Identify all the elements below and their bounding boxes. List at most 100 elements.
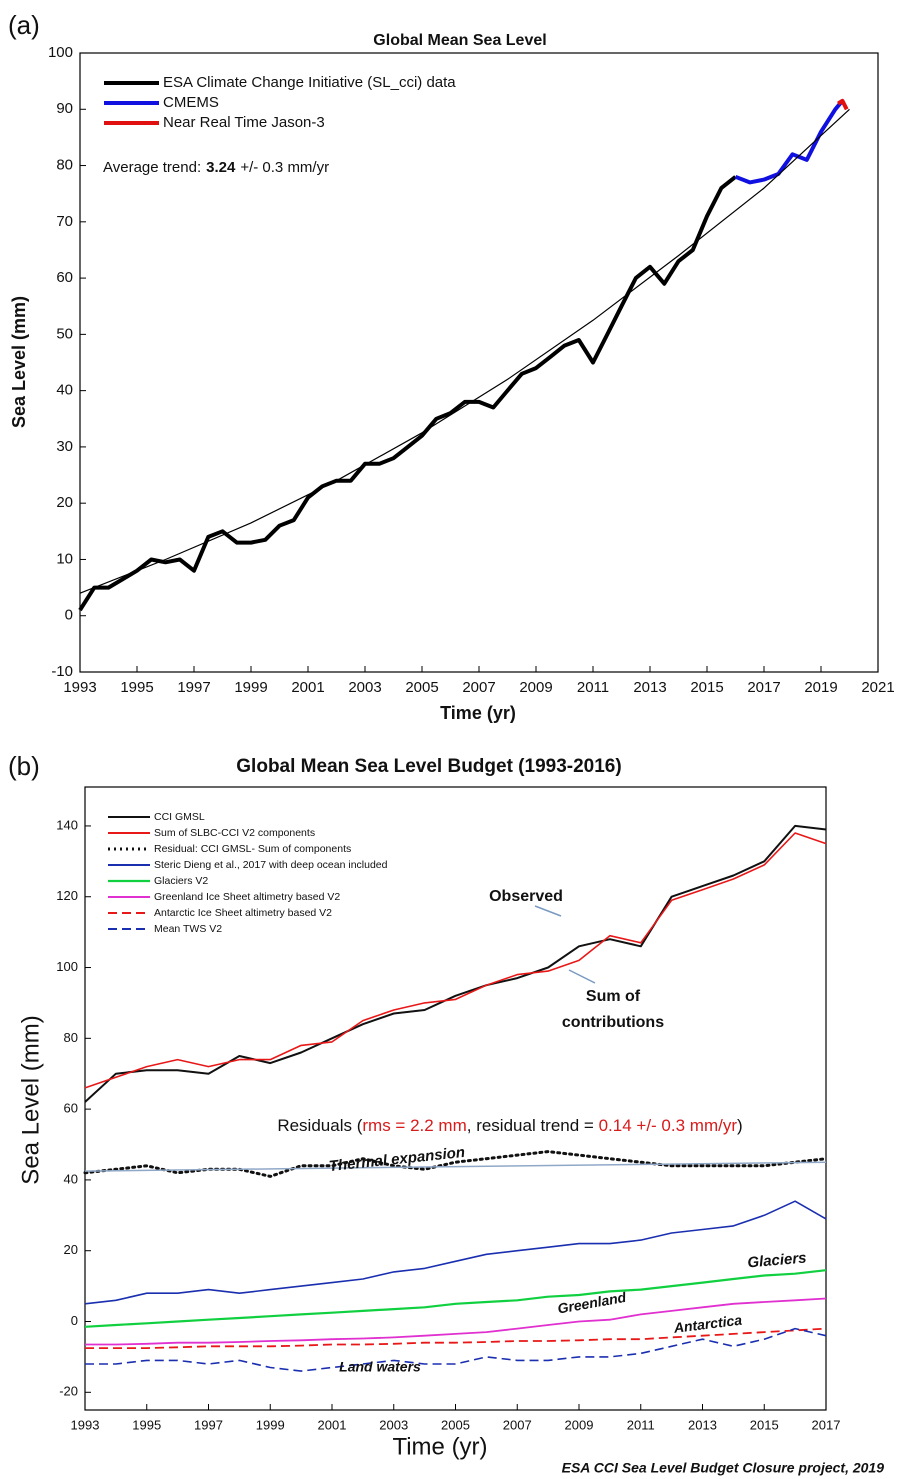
legend-label: Sum of SLBC-CCI V2 components xyxy=(154,827,315,839)
x-tick-label: 2015 xyxy=(750,1417,779,1432)
x-tick-label: 1997 xyxy=(177,679,210,696)
y-tick-label: 40 xyxy=(64,1171,78,1186)
legend-label: Glaciers V2 xyxy=(154,875,208,887)
source: ESA CCI Sea Level Budget Closure project… xyxy=(562,1460,885,1476)
x-tick-label: 2001 xyxy=(318,1417,347,1432)
x-tick-label: 2015 xyxy=(690,679,723,696)
y-tick-label: 0 xyxy=(65,607,73,624)
residuals-text: 0.14 +/- 0.3 mm/yr xyxy=(599,1116,738,1135)
panel-label: (a) xyxy=(8,10,40,40)
y-tick-label: 80 xyxy=(64,1030,78,1045)
x-tick-label: 2021 xyxy=(861,679,894,696)
legend-label: Residual: CCI GMSL- Sum of components xyxy=(154,843,351,855)
y-tick-label: -20 xyxy=(59,1384,78,1399)
residuals-annotation: Residuals (rms = 2.2 mm, residual trend … xyxy=(277,1116,742,1135)
annotation: Glaciers xyxy=(747,1249,807,1271)
trend-text: Average trend: xyxy=(103,159,201,176)
residuals-text: ) xyxy=(737,1116,743,1135)
x-tick-label: 2013 xyxy=(633,679,666,696)
y-tick-label: 20 xyxy=(64,1242,78,1257)
y-tick-label: 100 xyxy=(56,959,78,974)
x-tick-label: 2011 xyxy=(577,679,609,696)
annotation: Observed xyxy=(489,888,563,905)
legend-label: Greenland Ice Sheet altimetry based V2 xyxy=(154,891,340,903)
series-line xyxy=(84,1200,827,1305)
x-tick-label: 2005 xyxy=(441,1417,470,1432)
legend-label: Mean TWS V2 xyxy=(154,923,222,935)
y-axis-label: Sea Level (mm) xyxy=(17,1015,44,1184)
y-tick-label: 30 xyxy=(56,438,73,455)
residuals-text: , residual trend = xyxy=(467,1116,599,1135)
x-tick-label: 1999 xyxy=(256,1417,285,1432)
residuals-text: Residuals ( xyxy=(277,1116,362,1135)
x-tick-label: 2017 xyxy=(747,679,780,696)
panel-label: (b) xyxy=(8,751,40,781)
y-tick-label: 60 xyxy=(64,1101,78,1116)
y-tick-label: 120 xyxy=(56,888,78,903)
x-tick-label: 2003 xyxy=(379,1417,408,1432)
x-tick-label: 2003 xyxy=(348,679,381,696)
chart-title: Global Mean Sea Level xyxy=(373,32,546,49)
series-line xyxy=(84,1161,827,1172)
y-tick-label: 70 xyxy=(56,213,73,230)
y-tick-label: -10 xyxy=(51,663,73,680)
series-line xyxy=(84,824,827,1103)
y-tick-label: 90 xyxy=(56,100,73,117)
x-tick-label: 2007 xyxy=(503,1417,532,1432)
legend-label: ESA Climate Change Initiative (SL_cci) d… xyxy=(163,74,456,91)
x-tick-label: 1993 xyxy=(63,679,96,696)
x-tick-label: 1995 xyxy=(132,1417,161,1432)
x-tick-label: 1997 xyxy=(194,1417,223,1432)
legend-label: Near Real Time Jason-3 xyxy=(163,114,325,131)
y-tick-label: 100 xyxy=(48,44,73,61)
x-tick-label: 2001 xyxy=(291,679,324,696)
y-tick-label: 0 xyxy=(71,1313,78,1328)
plot-area xyxy=(79,52,879,673)
x-tick-label: 2009 xyxy=(565,1417,594,1432)
y-tick-label: 140 xyxy=(56,817,78,832)
y-tick-label: 10 xyxy=(56,550,73,567)
series-line xyxy=(85,1327,827,1372)
y-tick-label: 50 xyxy=(56,325,73,342)
y-tick-label: 20 xyxy=(56,494,73,511)
series-line xyxy=(85,1327,827,1349)
series-line xyxy=(78,175,737,612)
x-tick-label: 2019 xyxy=(804,679,837,696)
residuals-text: rms = 2.2 mm xyxy=(362,1116,466,1135)
annotation: Sum of xyxy=(586,988,641,1005)
legend-label: Antarctic Ice Sheet altimetry based V2 xyxy=(154,907,332,919)
legend-label: Steric Dieng et al., 2017 with deep ocea… xyxy=(154,859,388,871)
y-tick-label: 80 xyxy=(56,157,73,174)
legend-label: CCI GMSL xyxy=(154,811,205,823)
x-tick-label: 2013 xyxy=(688,1417,717,1432)
annotation: contributions xyxy=(562,1014,664,1031)
arrow xyxy=(534,905,562,917)
series-line xyxy=(734,99,844,185)
x-tick-label: 2011 xyxy=(627,1417,655,1432)
series-line xyxy=(79,108,850,594)
annotation: Land waters xyxy=(339,1359,421,1375)
series-line xyxy=(837,98,849,111)
x-tick-label: 2005 xyxy=(405,679,438,696)
arrow xyxy=(568,969,596,984)
y-tick-label: 60 xyxy=(56,269,73,286)
x-tick-label: 1993 xyxy=(71,1417,100,1432)
x-tick-label: 2007 xyxy=(462,679,495,696)
x-tick-label: 1995 xyxy=(120,679,153,696)
trend-text: 3.24 xyxy=(206,159,236,176)
trend-annotation: Average trend: 3.24 +/- 0.3 mm/yr xyxy=(103,159,329,176)
chart-title: Global Mean Sea Level Budget (1993-2016) xyxy=(236,756,621,777)
x-axis-label: Time (yr) xyxy=(440,703,516,723)
x-tick-label: 1999 xyxy=(234,679,267,696)
series-line xyxy=(84,1269,827,1328)
legend-label: CMEMS xyxy=(163,94,219,111)
trend-text: +/- 0.3 mm/yr xyxy=(240,159,329,176)
x-tick-label: 2017 xyxy=(812,1417,841,1432)
x-axis-label: Time (yr) xyxy=(392,1433,487,1460)
y-tick-label: 40 xyxy=(56,382,73,399)
x-tick-label: 2009 xyxy=(519,679,552,696)
series-line xyxy=(84,832,827,1089)
series-line xyxy=(85,1297,827,1346)
y-axis-label: Sea Level (mm) xyxy=(9,296,29,428)
